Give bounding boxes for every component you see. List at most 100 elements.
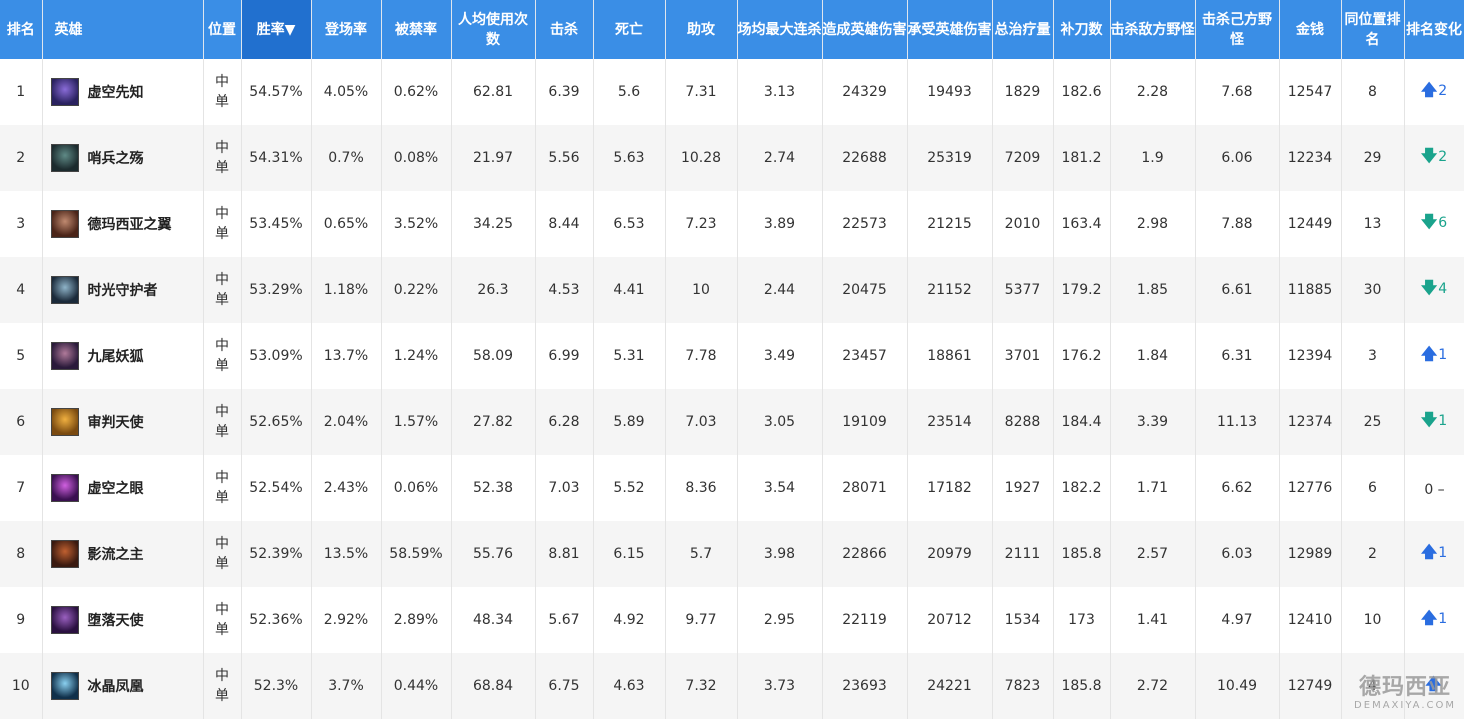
header-own-jungle[interactable]: 击杀己方野怪 bbox=[1195, 0, 1280, 59]
header-position[interactable]: 位置 bbox=[203, 0, 242, 59]
cell-deaths: 5.31 bbox=[593, 323, 666, 389]
hero-name-link[interactable]: 时光守护者 bbox=[87, 283, 158, 299]
cell-max-streak: 3.98 bbox=[737, 521, 823, 587]
header-win-rate[interactable]: 胜率▼ bbox=[241, 0, 312, 59]
cell-cs: 182.2 bbox=[1053, 455, 1111, 521]
header-cs[interactable]: 补刀数 bbox=[1053, 0, 1111, 59]
cell-own-jungle: 6.31 bbox=[1195, 323, 1280, 389]
cell-heal: 7209 bbox=[992, 125, 1054, 191]
table-row[interactable]: 6 审判天使中单 52.65% 2.04% 1.57% 27.82 6.28 5.89 7.03… bbox=[0, 389, 1464, 455]
cell-damage-taken: 21215 bbox=[907, 191, 993, 257]
cell-uses: 48.34 bbox=[451, 587, 536, 653]
hero-name-link[interactable]: 堕落天使 bbox=[87, 613, 144, 629]
header-damage-dealt[interactable]: 造成英雄伤害 bbox=[822, 0, 908, 59]
cell-win-rate: 53.09% bbox=[241, 323, 312, 389]
cell-rank-change: 🡇2 bbox=[1404, 125, 1464, 191]
header-hero[interactable]: 英雄 bbox=[42, 0, 204, 59]
hero-avatar[interactable] bbox=[50, 78, 79, 106]
hero-name-link[interactable]: 虚空先知 bbox=[87, 85, 144, 101]
hero-avatar[interactable] bbox=[50, 540, 79, 568]
hero-name-link[interactable]: 审判天使 bbox=[87, 415, 144, 431]
cell-gold: 12374 bbox=[1279, 389, 1342, 455]
cell-hero[interactable]: 时光守护者 bbox=[42, 257, 204, 323]
hero-avatar[interactable] bbox=[50, 144, 79, 172]
cell-hero[interactable]: 审判天使 bbox=[42, 389, 204, 455]
header-uses[interactable]: 人均使用次数 bbox=[451, 0, 536, 59]
table-row[interactable]: 7 虚空之眼中单 52.54% 2.43% 0.06% 52.38 7.03 5.52 8.36… bbox=[0, 455, 1464, 521]
table-row[interactable]: 9 堕落天使中单 52.36% 2.92% 2.89% 48.34 5.67 4.92 9.77… bbox=[0, 587, 1464, 653]
cell-own-jungle: 7.88 bbox=[1195, 191, 1280, 257]
hero-avatar[interactable] bbox=[50, 408, 79, 436]
cell-damage-taken: 23514 bbox=[907, 389, 993, 455]
position-line-2: 单 bbox=[215, 622, 229, 638]
header-max-streak[interactable]: 场均最大连杀 bbox=[737, 0, 823, 59]
position-line-2: 单 bbox=[215, 94, 229, 110]
cell-damage-taken: 17182 bbox=[907, 455, 993, 521]
hero-avatar[interactable] bbox=[50, 672, 79, 700]
header-position-rank[interactable]: 同位置排名 bbox=[1341, 0, 1405, 59]
cell-hero[interactable]: 虚空先知 bbox=[42, 59, 204, 125]
cell-appear-rate: 4.05% bbox=[311, 59, 382, 125]
table-row[interactable]: 10 冰晶凤凰中单 52.3% 3.7% 0.44% 68.84 6.75 4.63 7.32 3… bbox=[0, 653, 1464, 719]
header-enemy-jungle[interactable]: 击杀敌方野怪 bbox=[1110, 0, 1196, 59]
header-deaths[interactable]: 死亡 bbox=[593, 0, 666, 59]
hero-name-link[interactable]: 德玛西亚之翼 bbox=[87, 217, 172, 233]
hero-name-link[interactable]: 虚空之眼 bbox=[87, 481, 144, 497]
table-row[interactable]: 1 虚空先知中单 54.57% 4.05% 0.62% 62.81 6.39 5.6 7.31 3… bbox=[0, 59, 1464, 125]
cell-hero[interactable]: 德玛西亚之翼 bbox=[42, 191, 204, 257]
cell-hero[interactable]: 九尾妖狐 bbox=[42, 323, 204, 389]
cell-ban-rate: 58.59% bbox=[381, 521, 452, 587]
cell-hero[interactable]: 哨兵之殇 bbox=[42, 125, 204, 191]
position-line-1: 中 bbox=[215, 140, 229, 156]
table-row[interactable]: 3 德玛西亚之翼中单 53.45% 0.65% 3.52% 34.25 8.44 6.53 7.… bbox=[0, 191, 1464, 257]
header-heal[interactable]: 总治疗量 bbox=[992, 0, 1054, 59]
header-appear-rate[interactable]: 登场率 bbox=[311, 0, 382, 59]
cell-hero[interactable]: 堕落天使 bbox=[42, 587, 204, 653]
cell-damage-taken: 24221 bbox=[907, 653, 993, 719]
cell-kills: 6.75 bbox=[535, 653, 594, 719]
header-assists[interactable]: 助攻 bbox=[665, 0, 738, 59]
header-damage-taken[interactable]: 承受英雄伤害 bbox=[907, 0, 993, 59]
header-ban-rate[interactable]: 被禁率 bbox=[381, 0, 452, 59]
cell-position-rank: 30 bbox=[1341, 257, 1405, 323]
rank-change-value: 1 bbox=[1438, 544, 1448, 561]
cell-position: 中单 bbox=[203, 323, 242, 389]
cell-hero[interactable]: 冰晶凤凰 bbox=[42, 653, 204, 719]
cell-position: 中单 bbox=[203, 653, 242, 719]
cell-rank: 1 bbox=[0, 59, 43, 125]
cell-kills: 7.03 bbox=[535, 455, 594, 521]
hero-avatar[interactable] bbox=[50, 606, 79, 634]
hero-name-link[interactable]: 冰晶凤凰 bbox=[87, 679, 144, 695]
cell-gold: 12989 bbox=[1279, 521, 1342, 587]
cell-gold: 12449 bbox=[1279, 191, 1342, 257]
table-row[interactable]: 2 哨兵之殇中单 54.31% 0.7% 0.08% 21.97 5.56 5.63 10.28… bbox=[0, 125, 1464, 191]
cell-hero[interactable]: 影流之主 bbox=[42, 521, 204, 587]
cell-ban-rate: 0.08% bbox=[381, 125, 452, 191]
hero-avatar[interactable] bbox=[50, 474, 79, 502]
table-row[interactable]: 5 九尾妖狐中单 53.09% 13.7% 1.24% 58.09 6.99 5.31 7.78… bbox=[0, 323, 1464, 389]
header-kills[interactable]: 击杀 bbox=[535, 0, 594, 59]
cell-hero[interactable]: 虚空之眼 bbox=[42, 455, 204, 521]
position-line-1: 中 bbox=[215, 602, 229, 618]
cell-uses: 26.3 bbox=[451, 257, 536, 323]
cell-rank: 4 bbox=[0, 257, 43, 323]
table-row[interactable]: 8 影流之主中单 52.39% 13.5% 58.59% 55.76 8.81 6.15 5.7… bbox=[0, 521, 1464, 587]
hero-name-link[interactable]: 影流之主 bbox=[87, 547, 144, 563]
position-line-2: 单 bbox=[215, 490, 229, 506]
hero-name-link[interactable]: 哨兵之殇 bbox=[87, 151, 144, 167]
cell-damage-taken: 21152 bbox=[907, 257, 993, 323]
hero-avatar[interactable] bbox=[50, 210, 79, 238]
cell-own-jungle: 11.13 bbox=[1195, 389, 1280, 455]
cell-max-streak: 3.54 bbox=[737, 455, 823, 521]
cell-uses: 21.97 bbox=[451, 125, 536, 191]
position-line-1: 中 bbox=[215, 470, 229, 486]
cell-own-jungle: 4.97 bbox=[1195, 587, 1280, 653]
header-gold[interactable]: 金钱 bbox=[1279, 0, 1342, 59]
header-rank[interactable]: 排名 bbox=[0, 0, 43, 59]
cell-rank-change: 🡇1 bbox=[1404, 389, 1464, 455]
header-rank-change[interactable]: 排名变化 bbox=[1404, 0, 1464, 59]
hero-name-link[interactable]: 九尾妖狐 bbox=[87, 349, 144, 365]
table-row[interactable]: 4 时光守护者中单 53.29% 1.18% 0.22% 26.3 4.53 4.41 10 2.… bbox=[0, 257, 1464, 323]
hero-avatar[interactable] bbox=[50, 342, 79, 370]
hero-avatar[interactable] bbox=[50, 276, 79, 304]
